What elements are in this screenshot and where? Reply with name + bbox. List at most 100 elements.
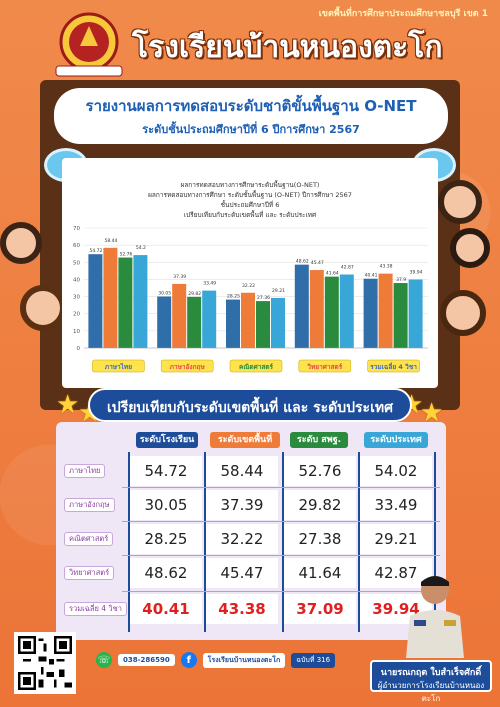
y-tick-label: 70 <box>73 226 80 232</box>
x-category-label: ภาษาอังกฤษ <box>170 363 206 371</box>
bar <box>172 283 187 348</box>
table-cell: 29.82 <box>284 490 356 520</box>
table-cell: 54.72 <box>130 456 202 486</box>
district-label: เขตพื้นที่การศึกษาประถมศึกษาชลบุรี เขต 1 <box>318 9 488 19</box>
y-tick-label: 0 <box>77 346 81 352</box>
row-label: รวมเฉลี่ย 4 วิชา <box>64 602 127 616</box>
table-cell: 27.38 <box>284 524 356 554</box>
table-cell: 42.87 <box>360 558 432 588</box>
data-label: 33.49 <box>203 281 216 287</box>
bar <box>133 255 148 348</box>
bar <box>241 292 255 348</box>
report-title-box: รายงานผลการทดสอบระดับชาติขั้นพื้นฐาน O-N… <box>54 88 448 144</box>
row-divider <box>122 487 440 488</box>
table-cell: 41.64 <box>284 558 356 588</box>
category-tag <box>160 359 214 373</box>
data-label: 45.47 <box>311 260 324 266</box>
y-tick-label: 20 <box>73 312 80 318</box>
bar <box>256 301 270 348</box>
report-title: รายงานผลการทดสอบระดับชาติขั้นพื้นฐาน O-N… <box>85 97 417 115</box>
bar <box>294 264 309 348</box>
data-label: 41.64 <box>326 271 339 277</box>
bar <box>118 257 133 348</box>
category-tag <box>367 359 420 373</box>
row-divider <box>122 555 440 556</box>
category-tag <box>92 359 145 373</box>
bar <box>202 290 217 348</box>
bar <box>103 247 118 348</box>
data-label: 32.22 <box>242 283 255 289</box>
report-subtitle: ระดับชั้นประถมศึกษาปีที่ 6 ปีการศึกษา 25… <box>142 123 360 136</box>
bar <box>408 279 423 348</box>
x-category-label: คณิตศาสตร์ <box>239 363 274 371</box>
table-cell: 40.41 <box>130 594 202 624</box>
signer-name: นายรณกฤต ใบสำเร็จศักดิ์ <box>380 668 482 678</box>
data-label: 43.38 <box>380 264 393 270</box>
row-label: วิทยาศาสตร์ <box>64 566 115 580</box>
child-illustration-right-2 <box>450 228 490 268</box>
bar <box>271 297 285 348</box>
bar <box>88 254 103 348</box>
table-cell: 28.25 <box>130 524 202 554</box>
child-illustration-left-2 <box>20 285 66 331</box>
category-tag <box>298 359 352 373</box>
data-label: 39.94 <box>410 270 423 276</box>
chart-title-line-3: ชั้นประถมศึกษาปีที่ 6 <box>220 201 280 209</box>
chart-title-line-4: เปรียบเทียบกับระดับเขตพื้นที่ และ ระดับป… <box>183 211 317 219</box>
data-label: 54.72 <box>89 248 102 254</box>
facebook-page: โรงเรียนบ้านหนองตะโก <box>202 652 286 668</box>
footer-contact: ☏ 038-286590 f โรงเรียนบ้านหนองตะโก ฉบับ… <box>96 652 336 668</box>
x-category-label: รวมเฉลี่ย 4 วิชา <box>370 361 417 371</box>
x-category-label: ภาษาไทย <box>105 362 132 371</box>
signer-title: ผู้อำนวยการโรงเรียนบ้านหนองตะโก <box>377 681 485 703</box>
star-icon: ★ <box>420 398 444 428</box>
table-divider <box>204 452 206 632</box>
y-tick-label: 30 <box>73 295 80 301</box>
data-label: 29.82 <box>188 291 201 297</box>
child-illustration-left-1 <box>0 222 42 264</box>
chart-title-line-1: ผลการทดสอบทางการศึกษาระดับพื้นฐาน(O-NET) <box>180 181 320 189</box>
row-divider <box>122 521 440 522</box>
table-cell: 30.05 <box>130 490 202 520</box>
table-cell: 54.02 <box>360 456 432 486</box>
row-divider <box>122 591 440 592</box>
row-label: ภาษาไทย <box>64 464 106 478</box>
category-tag <box>229 359 283 373</box>
issue-number: ฉบับที่ 316 <box>291 652 336 668</box>
bar <box>309 270 324 348</box>
table-cell: 58.44 <box>206 456 278 486</box>
data-label: 30.05 <box>158 290 171 296</box>
data-label: 58.44 <box>104 238 117 244</box>
child-illustration-right-3 <box>440 290 486 336</box>
signer-box: นายรณกฤต ใบสำเร็จศักดิ์ ผู้อำนวยการโรงเร… <box>370 660 492 703</box>
school-logo <box>55 12 123 77</box>
bar <box>378 273 393 348</box>
y-tick-label: 50 <box>73 260 80 266</box>
chart-container: ผลการทดสอบทางการศึกษาระดับพื้นฐาน(O-NET)… <box>62 158 438 388</box>
table-divider <box>282 452 284 632</box>
table-cell: 37.39 <box>206 490 278 520</box>
row-label: คณิตศาสตร์ <box>64 532 114 546</box>
data-label: 37.9 <box>396 277 406 283</box>
data-label: 40.41 <box>365 273 378 279</box>
bar <box>187 296 202 348</box>
y-tick-label: 40 <box>73 277 80 283</box>
director-photo <box>406 576 464 658</box>
school-name: โรงเรียนบ้านหนองตะโก <box>132 30 443 65</box>
chart-title-line-2: ผลการทดสอบทางการศึกษา ระดับชั้นพื้นฐาน (… <box>148 191 352 199</box>
data-label: 54.2 <box>136 245 146 251</box>
phone-number: 038-286590 <box>118 654 175 666</box>
y-tick-label: 10 <box>73 329 80 335</box>
table-divider <box>128 452 130 632</box>
bar <box>363 278 378 348</box>
row-label: ภาษาอังกฤษ <box>64 498 115 512</box>
line-icon: ☏ <box>96 652 112 668</box>
data-label: 42.87 <box>341 265 354 271</box>
bar <box>324 276 339 348</box>
table-cell: 32.22 <box>206 524 278 554</box>
table-cell: 39.94 <box>360 594 432 624</box>
table-cell: 33.49 <box>360 490 432 520</box>
data-label: 52.76 <box>119 252 132 258</box>
comparison-banner: เปรียบเทียบกับระดับเขตพื้นที่ และ ระดับป… <box>88 388 412 422</box>
